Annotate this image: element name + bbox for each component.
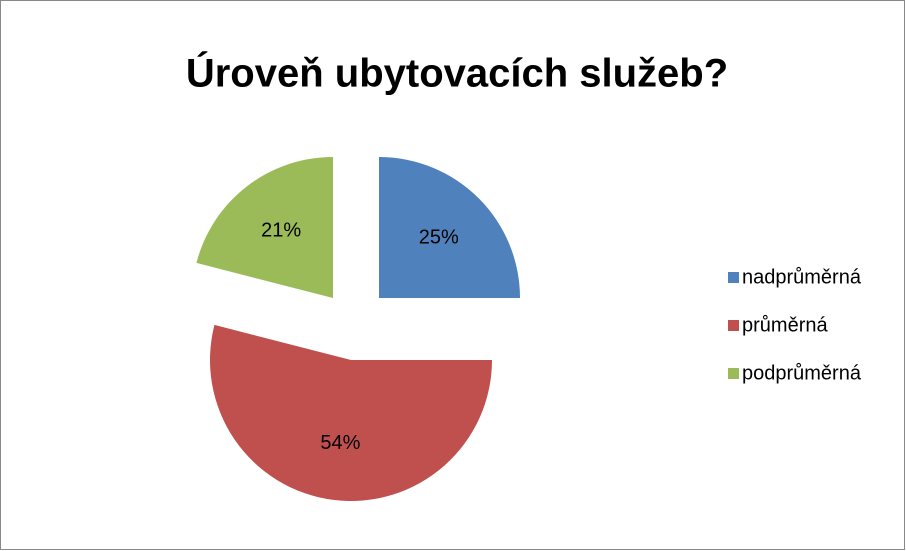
- legend-swatch: [728, 272, 739, 283]
- pie-slice: [379, 157, 520, 298]
- legend-label: nadprůměrná: [742, 266, 862, 288]
- pie-slice: [196, 157, 333, 298]
- data-label: 25%: [419, 226, 459, 248]
- legend-swatch: [728, 320, 739, 331]
- data-label: 54%: [320, 432, 360, 454]
- pie-slice: [209, 324, 492, 502]
- legend-label: průměrná: [742, 314, 828, 336]
- legend-swatch: [728, 368, 739, 379]
- data-label: 21%: [261, 219, 301, 241]
- chart-title: Úroveň ubytovacích služeb?: [186, 50, 728, 96]
- legend-label: podprůměrná: [742, 362, 862, 384]
